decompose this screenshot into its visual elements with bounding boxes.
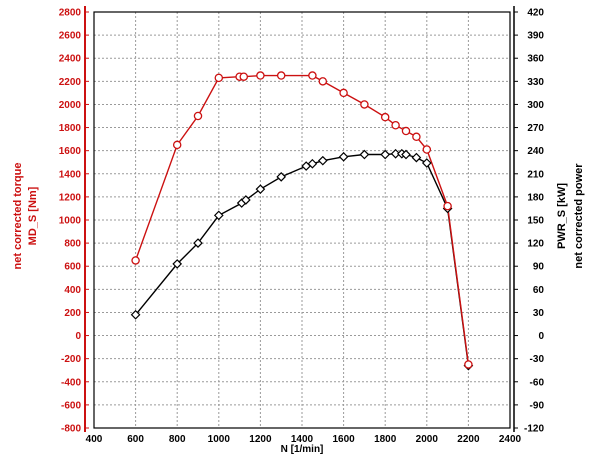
left-y-tick-label: 200 <box>64 308 81 319</box>
left-y-tick-label: 2800 <box>59 8 82 19</box>
left-y-tick-label: 1200 <box>59 192 82 203</box>
power-data-point <box>411 152 422 163</box>
torque-data-point <box>193 111 203 121</box>
torque-data-point <box>412 132 421 142</box>
right-y-tick-label: 360 <box>527 54 544 65</box>
power-data-point <box>317 155 328 166</box>
power-data-point <box>359 149 370 160</box>
left-y-tick-labels: -800 -600 -400 -200 0 200 400 600 800 1000 1200 140… <box>59 8 89 435</box>
torque-data-point <box>380 112 390 122</box>
left-y-tick-label: -200 <box>61 354 81 365</box>
right-y-tick-label: 240 <box>527 146 544 157</box>
x-tick-label: 400 <box>86 434 103 445</box>
left-y-tick-label: 2200 <box>59 77 82 88</box>
right-y-tick-label: -60 <box>530 377 545 388</box>
right-y-tick-label: 120 <box>527 239 544 250</box>
x-tick-label: 1000 <box>208 434 231 445</box>
power-data-point <box>421 158 432 168</box>
power-data-point <box>307 158 318 169</box>
torque-data-point <box>443 201 452 211</box>
torque-data-point <box>239 72 249 81</box>
x-tick-label: 1800 <box>374 434 397 445</box>
right-y-tick-labels: -120 -90 -60 -30 0 30 60 90 120 150 180 210 240 270 30… <box>514 8 544 435</box>
power-data-point <box>193 238 203 248</box>
left-axis-title-2: MD_S [Nm] <box>27 186 39 245</box>
power-data-point <box>276 172 287 182</box>
grid-layer <box>94 12 510 428</box>
right-y-tick-label: 270 <box>527 123 544 134</box>
left-y-tick-label: 2000 <box>59 100 82 111</box>
torque-data-point <box>276 71 286 80</box>
power-data-point <box>390 148 401 159</box>
left-y-tick-label: -400 <box>61 377 81 388</box>
left-y-tick-label: 1800 <box>59 123 82 134</box>
right-y-tick-label: 90 <box>533 262 545 273</box>
left-y-tick-label: 2400 <box>59 54 82 65</box>
torque-data-point <box>422 145 432 154</box>
left-y-tick-label: 1600 <box>59 146 82 157</box>
right-y-tick-label: 60 <box>533 285 545 296</box>
right-y-tick-label: 420 <box>527 8 544 19</box>
right-y-tick-label: -120 <box>524 424 544 435</box>
right-y-tick-label: 0 <box>538 331 544 342</box>
x-tick-label: 1200 <box>249 434 272 445</box>
torque-data-point <box>391 120 400 130</box>
right-y-tick-label: 30 <box>533 308 545 319</box>
x-tick-label: 2000 <box>416 434 439 445</box>
power-data-point <box>401 149 411 160</box>
torque-data-point <box>131 256 140 265</box>
right-y-tick-label: 300 <box>527 100 544 111</box>
x-tick-label: 2400 <box>499 434 522 445</box>
x-tick-labels: 400 600 800 1000 1200 1400 1600 1800 2000 2200 240… <box>86 434 522 445</box>
torque-data-point <box>256 71 265 80</box>
power-data-point <box>255 184 266 195</box>
torque-data-point <box>308 71 317 80</box>
torque-data-point <box>360 100 369 109</box>
left-y-tick-label: 800 <box>64 239 81 250</box>
torque-data-point <box>172 140 182 150</box>
left-y-tick-label: 2600 <box>59 31 82 42</box>
right-y-tick-label: 150 <box>527 216 544 227</box>
right-y-tick-label: 180 <box>527 192 544 203</box>
torque-data-point <box>318 77 328 86</box>
torque-data-point <box>214 73 224 83</box>
x-tick-label: 600 <box>127 434 144 445</box>
left-y-tick-label: -800 <box>61 424 81 435</box>
power-data-point <box>172 259 183 269</box>
torque-data-point <box>401 126 411 136</box>
right-y-tick-label: 210 <box>527 169 544 180</box>
right-axis-title-1: PWR_S [kW] <box>556 183 568 249</box>
right-y-tick-label: -90 <box>530 400 545 411</box>
plot-frame <box>93 11 511 429</box>
left-y-tick-label: 1000 <box>59 216 82 227</box>
right-y-tick-label: -30 <box>530 354 545 365</box>
left-y-tick-label: 0 <box>75 331 81 342</box>
x-axis-title: N [1/min] <box>281 444 324 455</box>
series-layer <box>130 71 474 371</box>
right-y-tick-label: 390 <box>527 31 544 42</box>
power-data-point <box>380 149 391 160</box>
power-data-point <box>213 210 224 221</box>
torque-data-point <box>339 88 348 98</box>
x-tick-label: 2200 <box>457 434 480 445</box>
left-y-tick-label: -600 <box>61 400 81 411</box>
power-data-point <box>240 195 251 205</box>
torque-data-point <box>464 360 473 369</box>
x-tick-label: 1400 <box>291 434 314 445</box>
power-data-point <box>130 309 141 320</box>
right-axis-title-2: net corrected power <box>573 163 585 269</box>
left-y-tick-label: 400 <box>64 285 81 296</box>
right-y-tick-label: 330 <box>527 77 544 88</box>
left-y-tick-label: 600 <box>64 262 81 273</box>
x-tick-label: 1600 <box>332 434 355 445</box>
left-y-tick-label: 1400 <box>59 169 82 180</box>
left-axis-title-1: net corrected torque <box>12 163 24 270</box>
power-data-point <box>338 151 349 162</box>
x-tick-label: 800 <box>169 434 186 445</box>
